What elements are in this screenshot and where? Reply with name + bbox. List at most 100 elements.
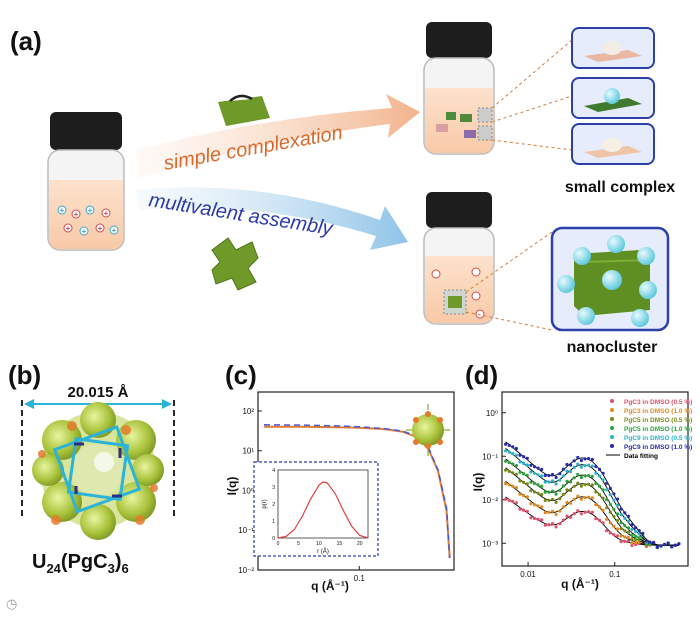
plot-d-point (536, 491, 540, 495)
plot-d-point (619, 513, 623, 517)
connector-lines-bottom (465, 231, 553, 331)
plot-d-point (612, 514, 616, 519)
plot-d-point (543, 523, 547, 527)
plot-d-ytick-label: 10⁻² (482, 496, 498, 505)
plot-c-xlabel: q (Å⁻¹) (311, 578, 349, 593)
plot-d-point (558, 472, 562, 476)
plot-d-point (576, 455, 580, 460)
plot-d-point (594, 517, 598, 521)
plot-d-point (612, 498, 616, 502)
plot-d-point (597, 518, 602, 523)
plot-d-point (507, 461, 511, 465)
plot-d-point (634, 529, 638, 534)
legend-swatch (610, 444, 614, 448)
legend-entry: PgC3 in DMSO (1.0 %) (624, 408, 692, 415)
plot-d-point (547, 473, 551, 478)
plot-d-point (590, 496, 594, 500)
plot-d-point (576, 462, 580, 466)
inset-xlabel: r (Å) (317, 548, 329, 555)
plot-d-point (601, 471, 605, 475)
plot-d-point (514, 453, 519, 457)
plot-d-point (550, 489, 555, 493)
plot-d-point (550, 497, 555, 501)
panel-label-c: (c) (225, 360, 257, 390)
plot-d-point (532, 471, 537, 475)
plot-d-point (547, 510, 551, 514)
plot-d-point (514, 472, 519, 476)
plot-d-point (655, 545, 659, 549)
formula-sub-6: 6 (122, 561, 129, 576)
plot-d-point (518, 470, 522, 474)
arrow-simple-complexation (135, 94, 420, 178)
plot-d-point (536, 483, 540, 487)
plot-d-point (504, 459, 508, 463)
plot-d-point (601, 488, 605, 492)
plot-d-point (630, 543, 634, 548)
plot-d-point (659, 544, 663, 548)
cross-block-icon (211, 237, 259, 291)
plot-d-point (594, 503, 598, 507)
plot-d-point (569, 488, 573, 493)
plot-d-point (583, 483, 587, 487)
plot-d-point (547, 523, 551, 527)
plot-d-point (518, 460, 522, 464)
plot-d-point (522, 493, 526, 498)
plot-d-point (630, 527, 634, 531)
plot-d-point (597, 493, 602, 497)
plot-d-point (605, 488, 609, 492)
inset-xtick-label: 5 (297, 541, 300, 547)
panel-label-d: (d) (465, 360, 499, 390)
complex-box-2 (571, 77, 655, 119)
plot-d-point (634, 537, 638, 542)
plot-d-point (558, 478, 562, 482)
inset-ytick-label: 3 (272, 485, 275, 491)
molecular-cluster (32, 402, 164, 540)
plot-d-point (529, 502, 533, 506)
plot-d-point (522, 480, 526, 484)
plot-d-point (550, 479, 555, 483)
plot-d-point (543, 510, 547, 515)
svg-text:+: + (74, 210, 79, 219)
plot-d-point (619, 507, 623, 511)
formula-close: ) (115, 551, 122, 573)
plot-d-point (540, 505, 544, 509)
plot-d-point (529, 463, 533, 467)
plot-d-point (540, 492, 544, 497)
plot-d-point (540, 484, 544, 488)
plot-d-point (504, 468, 508, 472)
plot-d-point (594, 471, 598, 475)
plot-d-point (615, 503, 620, 507)
formula-sub-24: 24 (46, 561, 61, 576)
plot-d-point (630, 523, 634, 527)
plot-d-point (623, 539, 627, 544)
plot-d-point (648, 540, 652, 544)
plot-d-point (637, 532, 641, 536)
plot-d-point (626, 539, 631, 543)
plot-d-point (525, 473, 529, 477)
connector-lines-top (491, 39, 573, 151)
plot-d-point (532, 503, 537, 507)
plot-d-point (504, 449, 508, 453)
plot-d-point (561, 484, 566, 488)
plot-d-point (644, 539, 649, 543)
legend-entry: PgC5 in DMSO (0.5 %) (624, 417, 692, 424)
svg-text:+: + (66, 224, 71, 233)
plot-d-point (518, 492, 522, 496)
plot-d-point (601, 478, 605, 482)
plot-d-point (579, 497, 584, 501)
plot-d-point (514, 486, 519, 490)
plot-d-point (540, 467, 544, 471)
plot-d-point (569, 470, 573, 474)
plot-d-point (529, 489, 533, 493)
plot-d-point (615, 534, 620, 538)
plot-d-point (561, 467, 566, 471)
plot-d-point (601, 508, 605, 512)
plot-d-ylabel: I(q) (471, 473, 485, 492)
plot-d-point (561, 474, 566, 478)
plot-d-point (608, 521, 612, 525)
plot-d-point (608, 510, 612, 514)
plot-c-ytick-label: 10⁰ (242, 486, 254, 495)
plot-d-point (511, 471, 515, 475)
plot-d-point (612, 533, 616, 537)
plot-d-point (601, 496, 605, 500)
